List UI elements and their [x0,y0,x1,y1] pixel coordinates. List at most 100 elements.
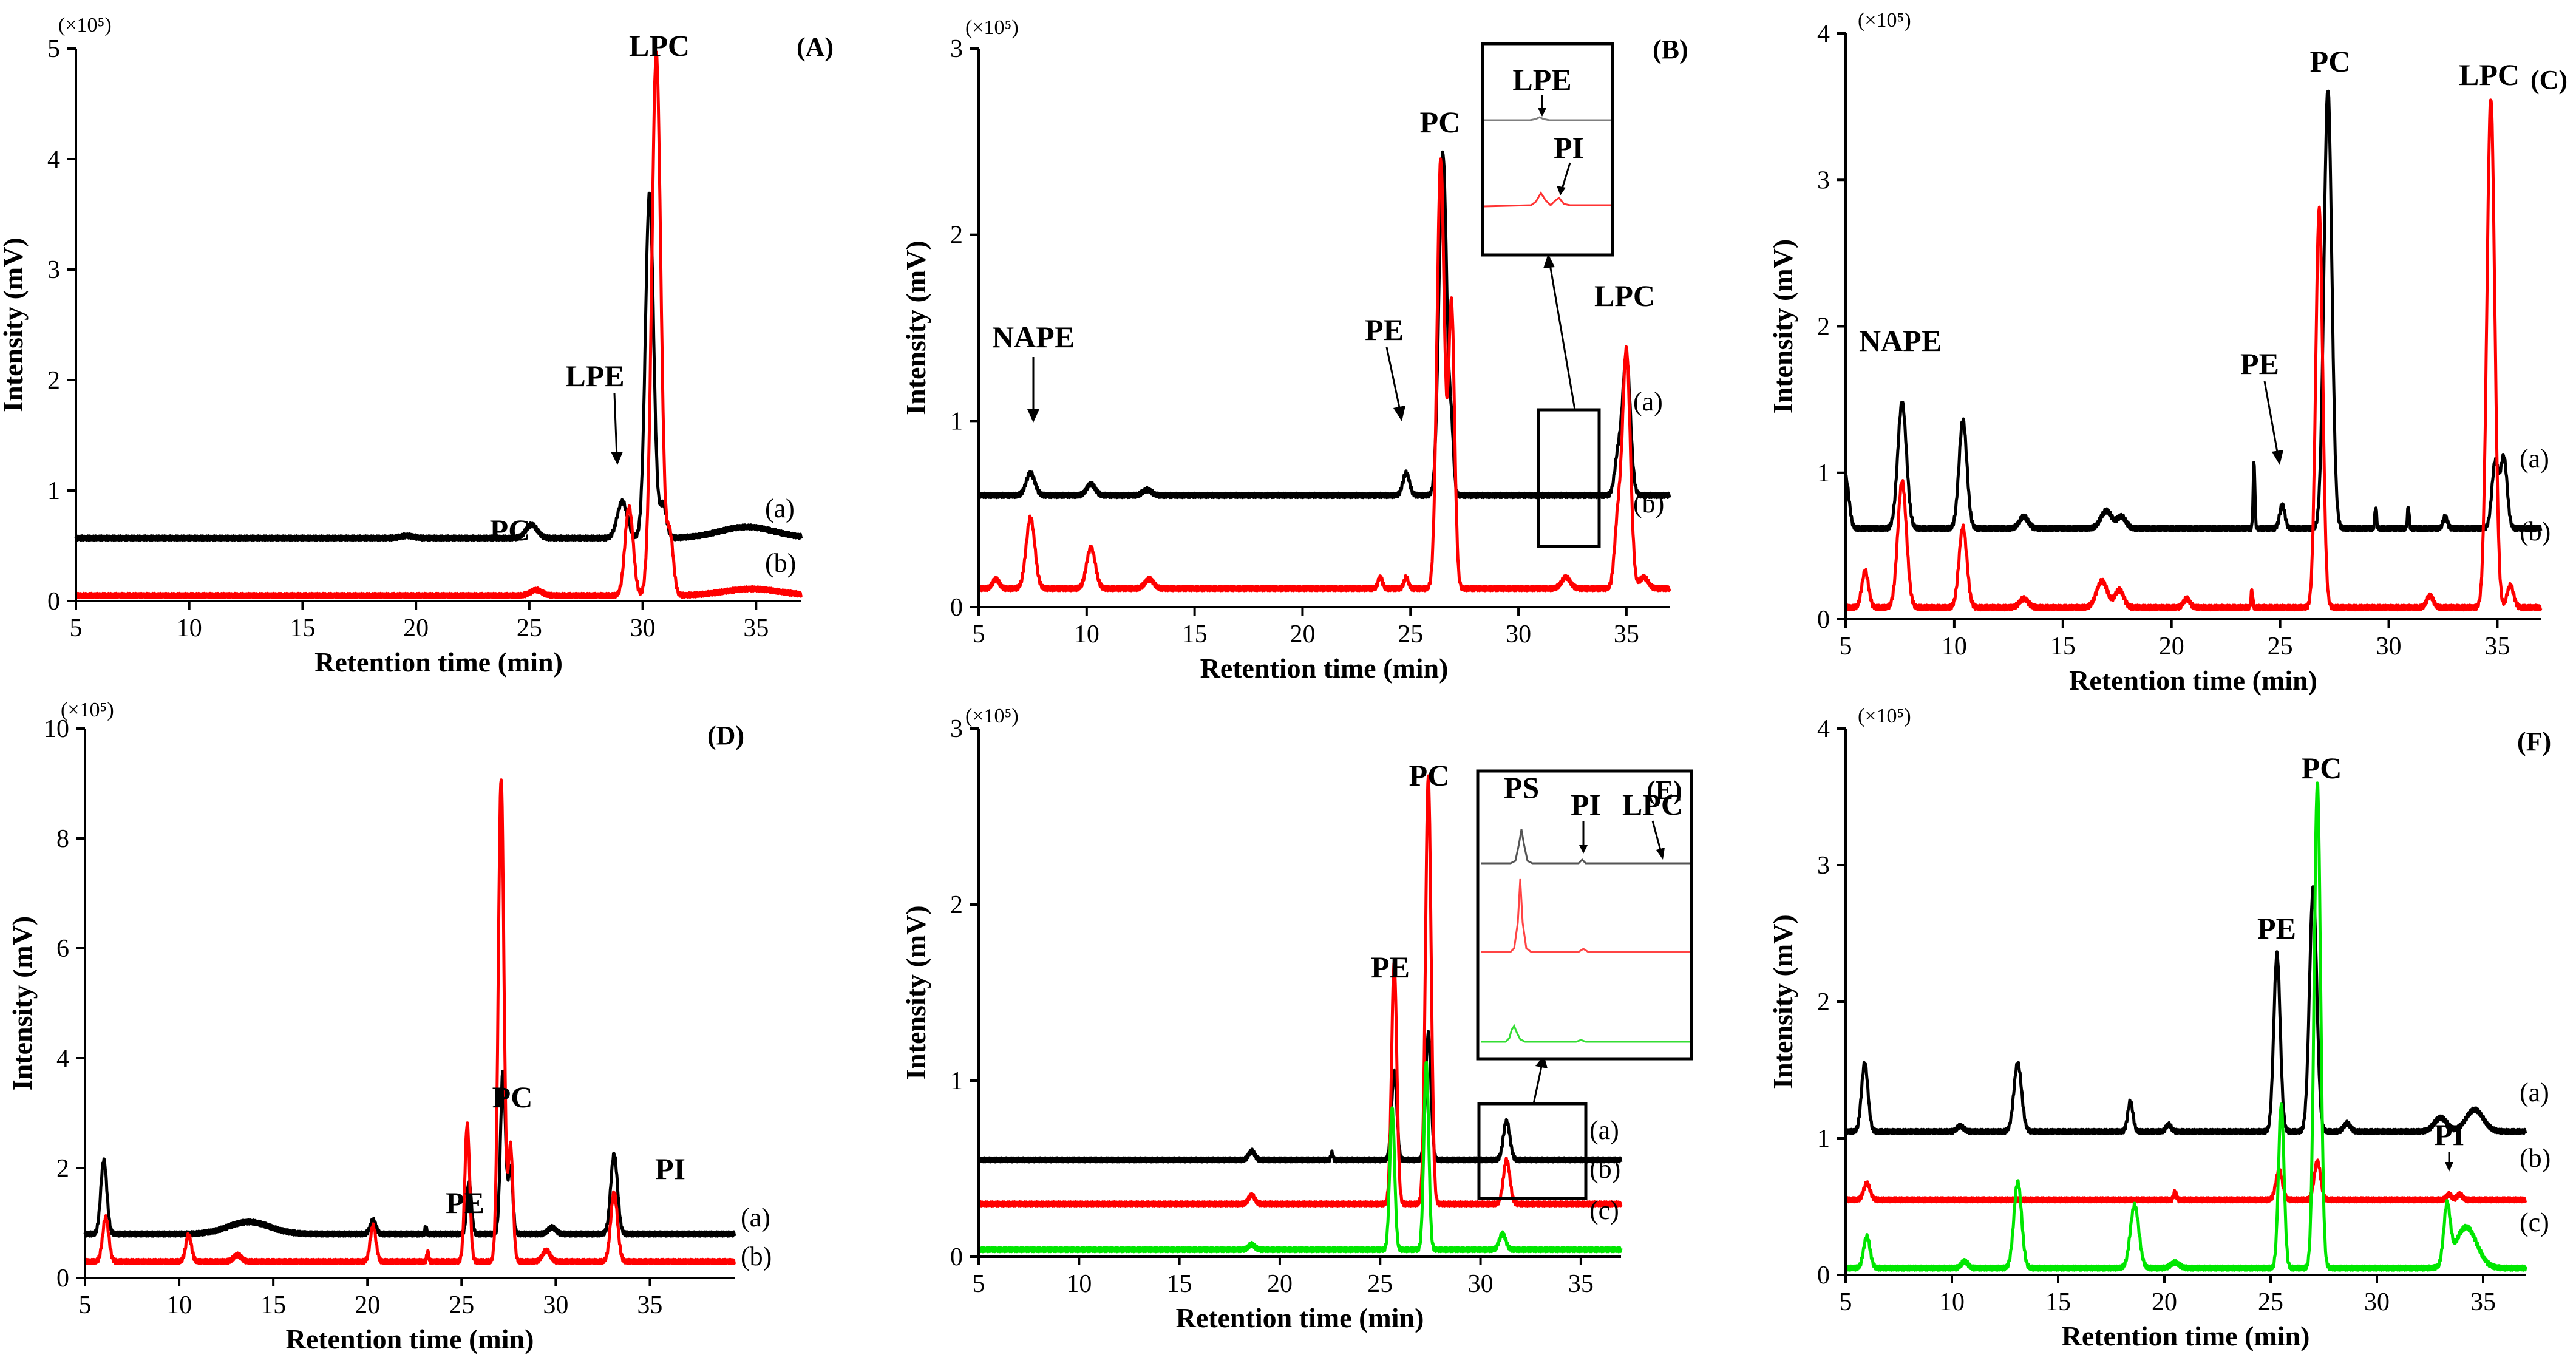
x-tick-label: 35 [637,1291,662,1319]
trace-label-c: (c) [2520,1208,2549,1237]
trace-a [74,191,803,542]
y-tick-label: 2 [1817,313,1830,341]
inset-label-pi: PI [1571,787,1601,821]
inset-box [1481,42,1614,257]
y-tick-label: 1 [1817,460,1830,487]
trace-a [1844,89,2543,532]
y-scale-label-e: (×10⁵) [965,705,1019,727]
y-tick-label: 8 [56,825,69,853]
y-scale-label-a: (×10⁵) [58,14,112,36]
x-tick-label: 30 [543,1291,568,1319]
inset-trace-b [1481,878,1690,953]
y-tick-label: 1 [950,1067,963,1095]
x-tick-label: 30 [2364,1288,2390,1316]
peak-label-lpc: LPC [2459,58,2520,92]
x-tick-label: 25 [1398,620,1423,648]
panel-label-f: (F) [2517,727,2551,756]
y-tick-label: 1 [950,407,963,435]
arrowhead-pi [2445,1162,2453,1172]
trace-b [74,50,803,599]
x-tick-label: 25 [2268,633,2293,661]
x-tick-label: 20 [403,614,429,642]
inset-arrowhead-pi [1579,845,1588,854]
x-tick-label: 35 [2470,1288,2496,1316]
peak-label-lpc: LPC [629,29,690,63]
zoom-arrow [1548,260,1576,410]
x-tick-label: 20 [1290,620,1315,648]
inset-arrowhead-pi [1557,186,1566,195]
x-tick-label: 20 [2159,633,2184,661]
inset-box [1476,769,1693,1061]
y-tick-label: 4 [1817,20,1830,48]
peak-label-pc: PC [2310,44,2351,78]
peak-label-pe: PE [1371,950,1410,984]
x-tick-label: 15 [2045,1288,2071,1316]
inset-arrowhead-lpc [1656,848,1665,860]
x-axis-title: Retention time (min) [2062,1320,2310,1351]
trace-label-a: (a) [2520,1078,2549,1107]
inset-trace-b [1483,191,1611,208]
x-tick-label: 35 [1614,620,1639,648]
x-tick-label: 20 [1267,1270,1293,1298]
y-axis-title: Intensity (mV) [900,240,931,415]
trace-label-a: (a) [765,494,795,523]
trace-label-c: (c) [1589,1195,1619,1225]
trace-a [977,150,1671,500]
inset-arrow-pi [1560,162,1571,191]
y-axis-title: Intensity (mV) [900,905,931,1079]
x-tick-label: 25 [517,614,542,642]
y-tick-label: 3 [950,715,963,743]
zoom-callout-box [1477,1102,1588,1200]
y-tick-label: 0 [1817,1262,1830,1289]
x-tick-label: 20 [355,1291,380,1319]
x-tick-label: 15 [2050,633,2076,661]
peak-label-pe: PE [2240,347,2279,381]
y-axis-title: Intensity (mV) [7,916,38,1090]
panel-e: 5 10 15 20 25 30 35 0 1 2 3 Retention time (min) Int… [900,705,1693,1333]
x-tick-label: 5 [973,1270,985,1298]
inset-arrow-lpc [1651,820,1662,853]
inset-label-ps: PS [1504,770,1539,804]
x-tick-label: 30 [630,614,656,642]
trace-label-b: (b) [1633,489,1664,518]
trace-label-a: (a) [1589,1115,1619,1145]
peak-label-pc: PC [1420,105,1461,139]
y-tick-label: 3 [1817,166,1830,194]
trace-b [977,774,1623,1208]
trace-label-a: (a) [741,1203,770,1232]
y-tick-label: 0 [56,1265,69,1293]
x-axis-title: Retention time (min) [2069,665,2317,696]
y-tick-label: 0 [1817,606,1830,634]
panel-label-a: (A) [797,32,834,62]
panel-c: 5 10 15 20 25 30 35 0 1 2 3 4 Retention time (min) In… [1767,9,2568,696]
axis-frame [1844,729,2526,1276]
x-tick-label: 10 [1942,633,1967,661]
x-tick-label: 5 [1840,633,1852,661]
trace-c [1844,781,2527,1272]
x-tick-label: 25 [1367,1270,1393,1298]
trace-b [1844,98,2543,612]
y-tick-label: 4 [1817,715,1830,743]
y-tick-label: 4 [56,1045,69,1073]
y-tick-label: 6 [56,935,69,963]
arrowhead-pe [1393,406,1405,421]
y-scale-label-f: (×10⁵) [1858,705,1911,727]
x-tick-label: 35 [1568,1270,1594,1298]
x-tick-label: 10 [1074,620,1099,648]
peak-label-pe: PE [2257,911,2296,945]
x-tick-label: 30 [1506,620,1531,648]
y-tick-label: 2 [950,222,963,250]
y-tick-label: 2 [1817,988,1830,1016]
panel-f: 5 10 15 20 25 30 35 0 1 2 3 4 Retention time (min) In… [1767,705,2551,1351]
peak-label-pc: PC [492,1080,533,1114]
panel-label-c: (C) [2530,65,2568,95]
x-tick-label: 15 [1167,1270,1192,1298]
y-axis-title: Intensity (mV) [0,237,29,412]
x-tick-label: 5 [79,1291,92,1319]
inset-arrowhead-lpe [1538,108,1546,117]
trace-c [977,1061,1623,1254]
inset-trace-c [1481,1024,1690,1043]
x-tick-label: 10 [166,1291,192,1319]
panel-b: 5 10 15 20 25 30 35 0 1 2 3 Retention time (min) Int… [900,16,1688,684]
